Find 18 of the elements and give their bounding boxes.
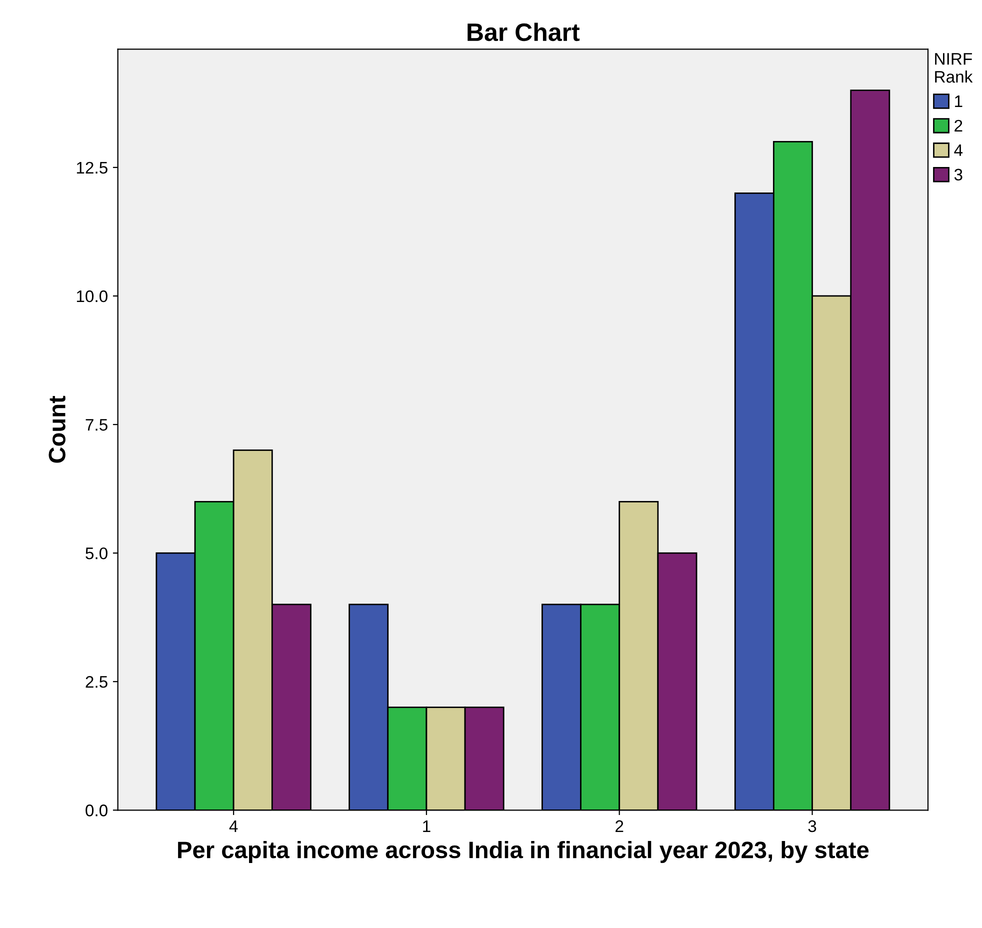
- y-tick-label: 10.0: [76, 290, 108, 302]
- x-tick-label: 3: [808, 820, 816, 832]
- legend-label: 1: [955, 96, 962, 108]
- y-axis-title: Count: [48, 396, 66, 463]
- y-tick-label: 5.0: [86, 547, 108, 560]
- legend-label: 3: [954, 168, 962, 181]
- y-tick-label: 0.0: [86, 804, 108, 816]
- legend-label: 2: [954, 120, 962, 132]
- y-tick-label: 12.5: [76, 162, 108, 174]
- chart-title: Bar Chart: [468, 22, 580, 42]
- x-tick-label: 1: [423, 820, 430, 832]
- x-axis-title: Per capita income across India in financial year 2023, by state: [178, 840, 869, 863]
- y-tick-label: 2.5: [86, 676, 108, 688]
- legend-label: 4: [954, 144, 963, 156]
- x-tick-label: 4: [229, 820, 238, 832]
- legend-title: NIRF Rank: [935, 53, 973, 83]
- y-tick-label: 7.5: [86, 419, 108, 431]
- x-tick-label: 2: [616, 820, 624, 832]
